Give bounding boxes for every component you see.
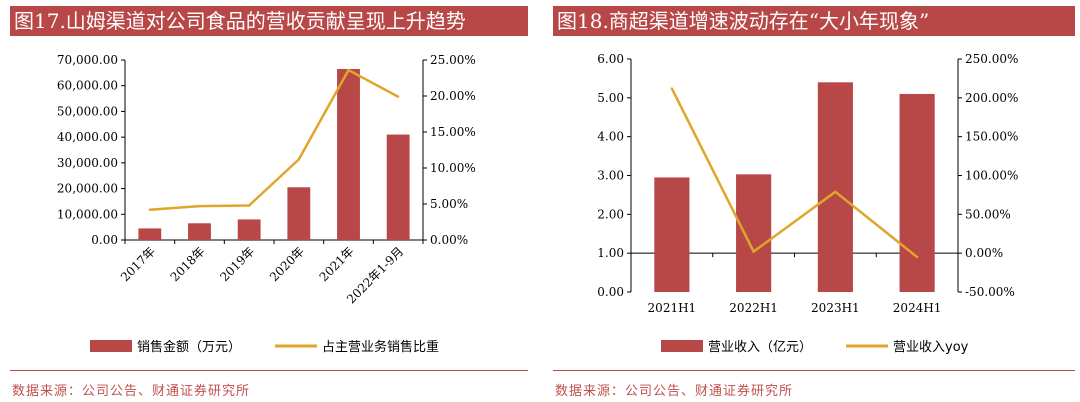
left-tick-label: 70,000.00 xyxy=(57,53,118,67)
right-tick-label: 250.00% xyxy=(965,52,1018,66)
right-tick-label: 50.00% xyxy=(965,207,1011,221)
source-divider xyxy=(10,370,528,371)
right-tick-label: 100.00% xyxy=(965,169,1018,183)
bar xyxy=(287,187,311,240)
source-note: 数据来源：公司公告、财通证券研究所 xyxy=(12,384,251,399)
bar xyxy=(899,93,935,292)
line-point xyxy=(396,95,400,98)
left-tick-label: 50,000.00 xyxy=(57,104,118,118)
line-point xyxy=(148,208,152,211)
source-note: 数据来源：公司公告、财通证券研究所 xyxy=(555,384,794,399)
left-tick-label: 3.00 xyxy=(597,169,624,183)
bar xyxy=(188,223,211,240)
chart-title: 图17.山姆渠道对公司食品的营收贡献呈现上升趋势 xyxy=(10,6,528,36)
left-tick-label: 20,000.00 xyxy=(57,182,118,196)
x-tick-label: 2021H1 xyxy=(648,301,697,315)
left-tick-label: 2.00 xyxy=(597,207,624,221)
line-point xyxy=(247,204,251,207)
bar xyxy=(654,177,690,292)
bar xyxy=(736,174,772,292)
line-point xyxy=(915,255,919,259)
chart-svg-right: 0.00 1.00 2.00 3.00 4.00 5.00 6.00 -50.00% 0.00%… xyxy=(597,52,1018,355)
chart-svg-left: 0.00 10,000.00 20,000.00 30,000.00 40,000.00… xyxy=(57,53,476,355)
x-tick-label: 2024H1 xyxy=(893,301,942,315)
chart-title: 图18.商超渠道增速波动存在“大小年现象” xyxy=(553,6,1075,36)
left-tick-label: 1.00 xyxy=(597,246,624,260)
x-tick-label: 2020年 xyxy=(267,244,307,284)
legend-label-bar: 销售金额（万元） xyxy=(137,339,241,355)
line-point xyxy=(297,158,301,161)
left-tick-label: 0.00 xyxy=(597,285,624,299)
bar xyxy=(138,228,162,240)
left-tick-label: 4.00 xyxy=(597,130,624,144)
x-tick-label: 2023H1 xyxy=(811,301,860,315)
right-tick-label: 150.00% xyxy=(965,130,1018,144)
right-tick-label: 15.00% xyxy=(430,125,476,139)
right-tick-label: 200.00% xyxy=(965,91,1018,105)
x-tick-label: 2019年 xyxy=(217,244,257,284)
chart-panel-right: 图18.商超渠道增速波动存在“大小年现象” 0.00 1.00 2.00 3.00 4.… xyxy=(553,0,1075,402)
left-tick-label: 6.00 xyxy=(597,52,624,66)
bar xyxy=(337,69,360,240)
left-tick-label: 40,000.00 xyxy=(57,130,118,144)
legend-label-line: 营业收入yoy xyxy=(893,340,969,355)
line-point xyxy=(670,87,674,90)
line-point xyxy=(198,204,201,208)
right-tick-label: -50.00% xyxy=(965,285,1015,299)
bar xyxy=(817,82,853,292)
line-point xyxy=(752,250,755,253)
line-series xyxy=(149,68,399,212)
legend-label-bar: 营业收入（亿元） xyxy=(708,340,812,355)
bar xyxy=(386,134,410,240)
x-tick-label: 2018年 xyxy=(168,244,208,284)
right-tick-label: 10.00% xyxy=(430,161,476,175)
line-series xyxy=(670,87,918,259)
legend-swatch-bar xyxy=(90,340,132,352)
right-tick-label: 5.00% xyxy=(430,197,468,211)
left-tick-label: 30,000.00 xyxy=(57,156,118,170)
line-point xyxy=(347,68,350,72)
bar xyxy=(237,219,261,240)
x-tick-label: 2017年 xyxy=(118,244,158,284)
x-tick-label: 2022H1 xyxy=(729,301,778,315)
right-tick-label: 0.00% xyxy=(430,233,468,247)
legend-swatch-bar xyxy=(661,340,703,352)
legend-label-line: 占主营业务销售比重 xyxy=(322,339,439,355)
left-tick-label: 60,000.00 xyxy=(57,79,118,93)
chart-panel-left: 图17.山姆渠道对公司食品的营收贡献呈现上升趋势 0.00 10,000.00 20… xyxy=(10,0,528,402)
x-tick-label: 2021年 xyxy=(317,244,357,284)
right-tick-label: 25.00% xyxy=(430,53,476,67)
right-tick-label: 20.00% xyxy=(430,89,476,103)
left-tick-label: 5.00 xyxy=(597,91,624,105)
right-tick-label: 0.00% xyxy=(965,246,1003,260)
line-point xyxy=(834,190,837,194)
left-tick-label: 0.00 xyxy=(91,233,118,247)
source-divider xyxy=(553,370,1075,371)
left-tick-label: 10,000.00 xyxy=(57,207,118,221)
